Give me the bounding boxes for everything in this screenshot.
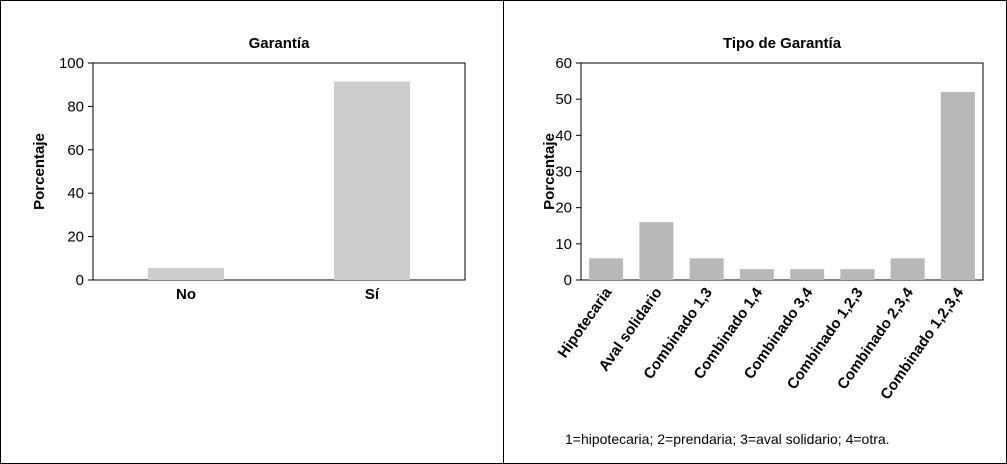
y-tick-label-1: 100 bbox=[59, 55, 84, 72]
plot-frame-1 bbox=[92, 62, 466, 281]
y-tick-label-2: 0 bbox=[564, 272, 572, 289]
bar-1 bbox=[148, 268, 224, 280]
chart-title-1: Garantía bbox=[249, 35, 311, 52]
bar-2 bbox=[589, 258, 624, 280]
y-tick-label-2: 50 bbox=[555, 91, 572, 108]
y-tick-label-1: 40 bbox=[67, 185, 84, 202]
y-tick-label-2: 30 bbox=[555, 164, 572, 181]
y-tick-label-1: 60 bbox=[67, 142, 84, 159]
bar-1 bbox=[334, 81, 410, 280]
y-axis-label-1: Porcentaje bbox=[31, 133, 48, 210]
bar-2 bbox=[639, 222, 674, 280]
bar-2 bbox=[840, 269, 875, 280]
y-tick-label-2: 60 bbox=[555, 55, 572, 72]
y-tick-label-2: 20 bbox=[555, 200, 572, 217]
y-tick-label-1: 80 bbox=[67, 98, 84, 115]
bar-2 bbox=[790, 269, 825, 280]
panel-divider bbox=[503, 0, 504, 463]
bar-2 bbox=[940, 91, 975, 280]
y-tick-label-1: 0 bbox=[76, 272, 84, 289]
bar-2 bbox=[689, 258, 724, 280]
y-tick-label-1: 20 bbox=[67, 229, 84, 246]
category-label-1: No bbox=[176, 286, 196, 303]
y-axis-label-2: Porcentaje bbox=[541, 133, 558, 210]
y-tick-label-2: 10 bbox=[555, 236, 572, 253]
bar-2 bbox=[739, 269, 774, 280]
bar-2 bbox=[890, 258, 925, 280]
y-tick-label-2: 40 bbox=[555, 127, 572, 144]
chart-title-2: Tipo de Garantía bbox=[723, 35, 842, 52]
footnote: 1=hipotecaria; 2=prendaria; 3=aval solid… bbox=[565, 431, 890, 447]
category-label-1: Sí bbox=[365, 286, 380, 303]
